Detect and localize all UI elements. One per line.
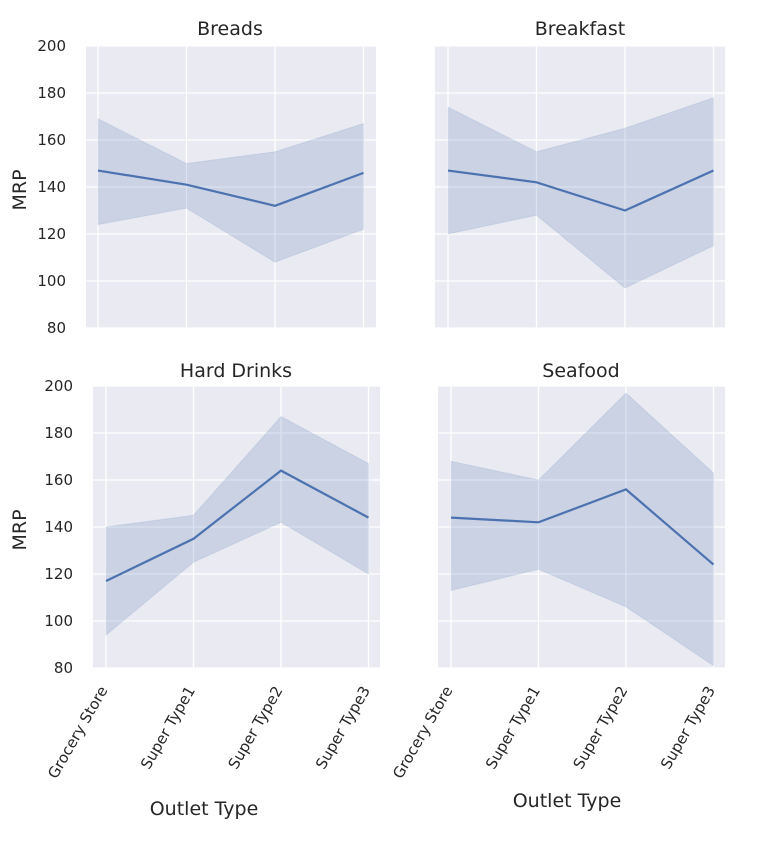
gridlines [438, 385, 725, 669]
x-tick-label: Super Type2 [570, 683, 632, 772]
x-tick-labels: Grocery Store Super Type1 Super Type2 Super… [389, 683, 719, 782]
y-tick-label: 100 [44, 612, 73, 630]
y-tick-label: 200 [44, 377, 73, 395]
x-tick-label: Grocery Store [44, 683, 111, 782]
y-tick-label: 140 [44, 518, 73, 536]
x-axis-label: Outlet Type [150, 798, 259, 820]
y-tick-label: 80 [54, 659, 73, 677]
y-tick-label: 180 [44, 424, 73, 442]
x-tick-labels: Grocery Store Super Type1 Super Type2 Super… [44, 683, 374, 782]
gridlines [86, 45, 376, 329]
gridlines [93, 385, 380, 669]
x-tick-label: Super Type1 [137, 683, 199, 772]
y-tick-labels: 80 100 120 140 160 180 200 [44, 377, 73, 677]
panel-seafood: Grocery Store Super Type1 Super Type2 Super… [389, 360, 725, 812]
y-axis-label: MRP [9, 169, 31, 210]
series-line [450, 488, 715, 566]
series-line [97, 169, 364, 207]
panel-breads: 80 100 120 140 160 180 200 Breads MRP [9, 18, 376, 337]
panel-title: Hard Drinks [180, 360, 292, 382]
x-tick-label: Super Type3 [312, 683, 374, 772]
y-tick-label: 120 [44, 565, 73, 583]
panel-hard-drinks: 80 100 120 140 160 180 200 Grocery Store Super … [9, 360, 380, 820]
x-tick-label: Super Type1 [482, 683, 544, 772]
y-tick-label: 140 [37, 178, 66, 196]
x-tick-label: Grocery Store [389, 683, 456, 782]
gridlines [435, 45, 725, 329]
y-tick-labels: 80 100 120 140 160 180 200 [37, 37, 66, 337]
panel-breakfast: Breakfast [435, 18, 725, 329]
panel-title: Breads [197, 18, 263, 40]
confidence-band [97, 118, 364, 263]
y-tick-label: 120 [37, 225, 66, 243]
y-tick-label: 180 [37, 84, 66, 102]
y-tick-label: 160 [37, 131, 66, 149]
series-line [105, 469, 370, 583]
y-tick-label: 100 [37, 272, 66, 290]
panel-title: Breakfast [535, 18, 625, 40]
y-tick-label: 80 [47, 319, 66, 337]
y-axis-label: MRP [9, 509, 31, 550]
x-tick-label: Super Type2 [225, 683, 287, 772]
y-tick-label: 160 [44, 471, 73, 489]
series-line [447, 169, 714, 212]
panel-title: Seafood [542, 360, 619, 382]
x-axis-label: Outlet Type [513, 790, 622, 812]
confidence-band [450, 392, 714, 667]
x-tick-label: Super Type3 [657, 683, 719, 772]
confidence-band [105, 415, 369, 637]
confidence-band [447, 96, 714, 289]
y-tick-label: 200 [37, 37, 66, 55]
